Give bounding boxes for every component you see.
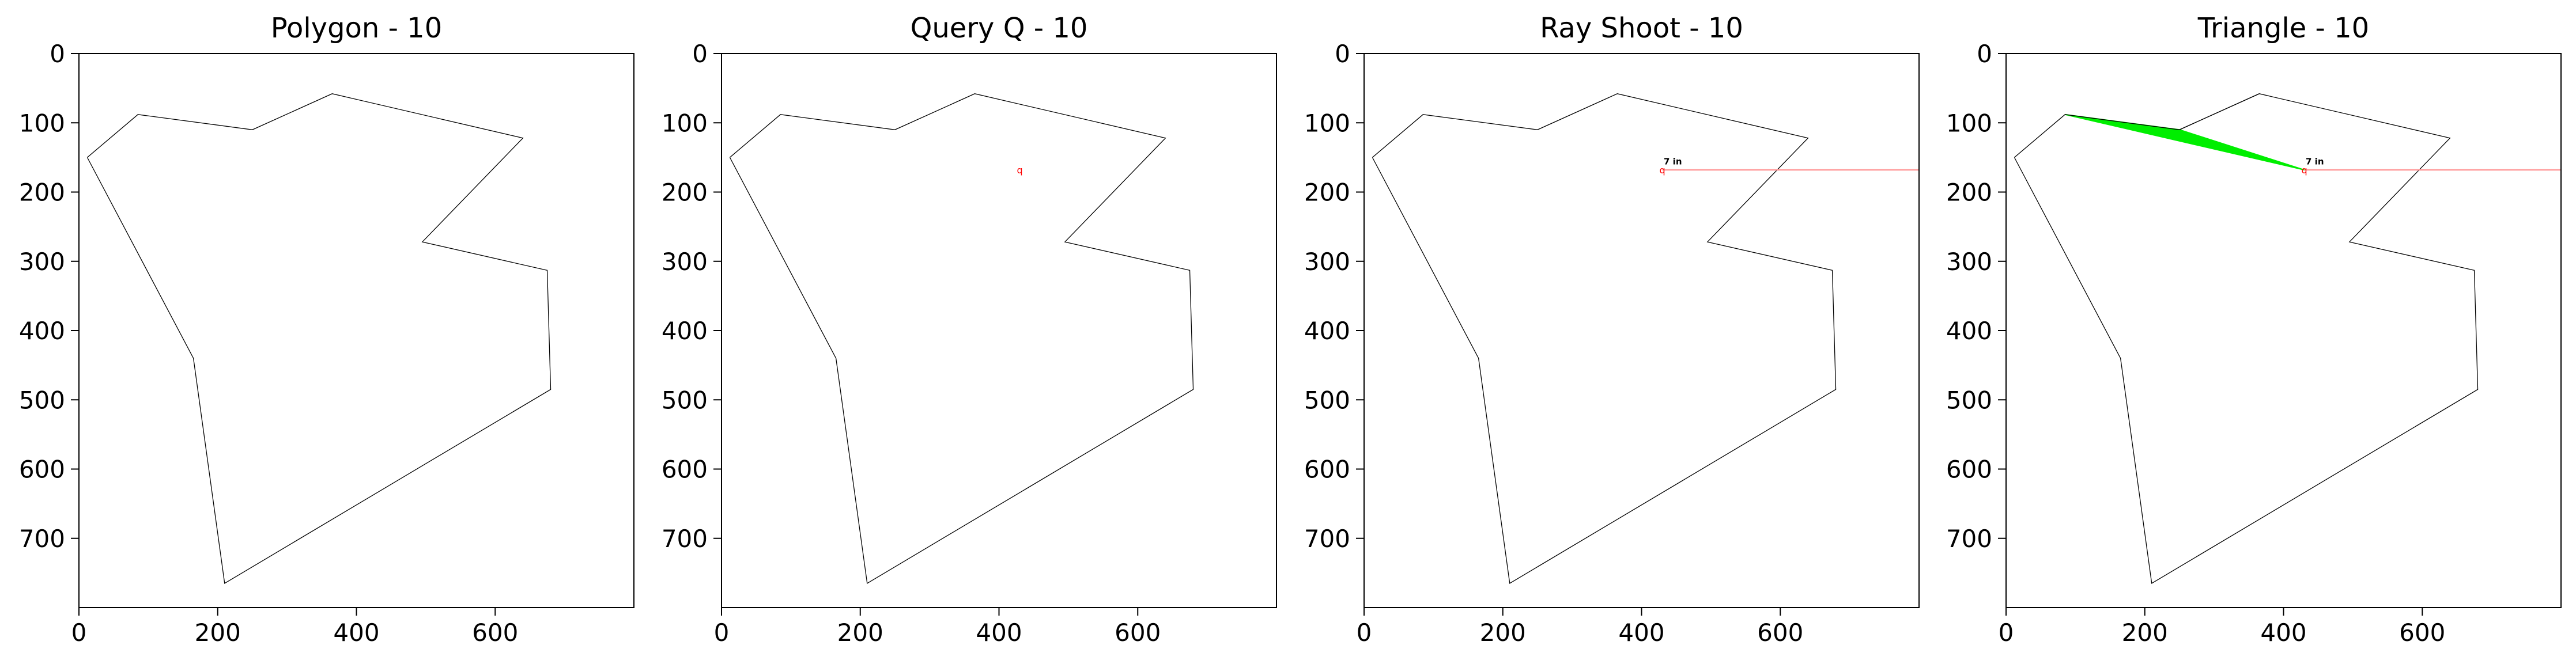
y-tick-label: 600 [1304, 456, 1350, 484]
x-tick-label: 600 [1757, 619, 1803, 647]
y-tick-label: 200 [1304, 179, 1350, 207]
x-tick-label: 200 [1480, 619, 1526, 647]
hit-annotation: 7 in [1664, 156, 1682, 166]
query-point-label: q [2302, 165, 2307, 176]
visibility-triangle [2065, 113, 2305, 170]
x-tick-label: 600 [2399, 619, 2445, 647]
x-tick-label: 400 [976, 619, 1022, 647]
y-tick-label: 0 [692, 40, 708, 68]
axes-frame [78, 53, 634, 608]
query-point-label: q [1660, 165, 1665, 176]
y-tick-label: 100 [1946, 109, 1992, 137]
panel-title: Ray Shoot - 10 [1540, 12, 1743, 44]
x-tick-label: 400 [333, 619, 379, 647]
y-tick-label: 100 [19, 109, 65, 137]
y-tick-label: 200 [1946, 179, 1992, 207]
panel-title: Triangle - 10 [2197, 12, 2369, 44]
x-tick-label: 0 [714, 619, 730, 647]
y-tick-label: 300 [662, 248, 708, 276]
plot-area: q7 in [2014, 93, 2561, 584]
y-tick-label: 0 [50, 40, 65, 68]
x-tick-label: 200 [2122, 619, 2168, 647]
y-tick-label: 500 [1304, 386, 1350, 414]
y-tick-label: 700 [19, 525, 65, 553]
y-tick-label: 300 [19, 248, 65, 276]
y-tick-label: 400 [662, 317, 708, 345]
y-tick-label: 400 [19, 317, 65, 345]
x-tick-label: 200 [837, 619, 883, 647]
plot-area: q7 in [1372, 93, 1919, 584]
x-tick-label: 200 [195, 619, 241, 647]
y-tick-label: 700 [662, 525, 708, 553]
y-tick-label: 0 [1977, 40, 1992, 68]
y-tick-label: 600 [662, 456, 708, 484]
x-tick-label: 0 [1357, 619, 1372, 647]
polygon-outline [2014, 93, 2479, 584]
x-tick-label: 600 [472, 619, 518, 647]
y-tick-label: 500 [19, 386, 65, 414]
y-tick-label: 700 [1946, 525, 1992, 553]
y-tick-label: 200 [19, 179, 65, 207]
y-tick-label: 0 [1335, 40, 1350, 68]
y-tick-label: 100 [662, 109, 708, 137]
polygon-edge-segment [2179, 93, 2260, 130]
axes-frame [1363, 53, 1920, 608]
y-tick-label: 300 [1946, 248, 1992, 276]
y-tick-label: 300 [1304, 248, 1350, 276]
query-point-label: q [1017, 165, 1023, 176]
hit-annotation: 7 in [2306, 156, 2324, 166]
axes-frame [2005, 53, 2562, 608]
y-tick-label: 500 [662, 386, 708, 414]
polygon-outline [86, 93, 552, 584]
y-tick-label: 500 [1946, 386, 1992, 414]
y-tick-label: 100 [1304, 109, 1350, 137]
x-tick-label: 400 [2260, 619, 2306, 647]
panel-title: Polygon - 10 [271, 12, 443, 44]
y-tick-label: 600 [19, 456, 65, 484]
polygon-outline [1372, 93, 1837, 584]
panel-1: 0 200 400 600 0 100 200 300 400 500 600 700 Polygon … [19, 12, 634, 647]
y-tick-label: 400 [1946, 317, 1992, 345]
plot-area: q [729, 93, 1194, 584]
x-tick-label: 600 [1115, 619, 1161, 647]
y-tick-label: 200 [662, 179, 708, 207]
polygon-outline [729, 93, 1194, 584]
x-tick-label: 0 [1999, 619, 2014, 647]
plot-area [86, 93, 552, 584]
x-tick-label: 400 [1618, 619, 1664, 647]
y-tick-label: 600 [1946, 456, 1992, 484]
x-tick-label: 0 [71, 619, 87, 647]
panel-2: q 0 200 400 600 0 100 200 300 400 500 600 700 Query Q… [662, 12, 1277, 647]
y-tick-label: 700 [1304, 525, 1350, 553]
y-tick-label: 400 [1304, 317, 1350, 345]
panel-3: q7 in 0 200 400 600 0 100 200 300 400 500 600 700 Ray… [1304, 12, 1920, 647]
panel-title: Query Q - 10 [911, 12, 1088, 44]
panel-4: q7 in 0 200 400 600 0 100 200 300 400 500 600 700 Tri… [1946, 12, 2562, 647]
axes-frame [721, 53, 1277, 608]
